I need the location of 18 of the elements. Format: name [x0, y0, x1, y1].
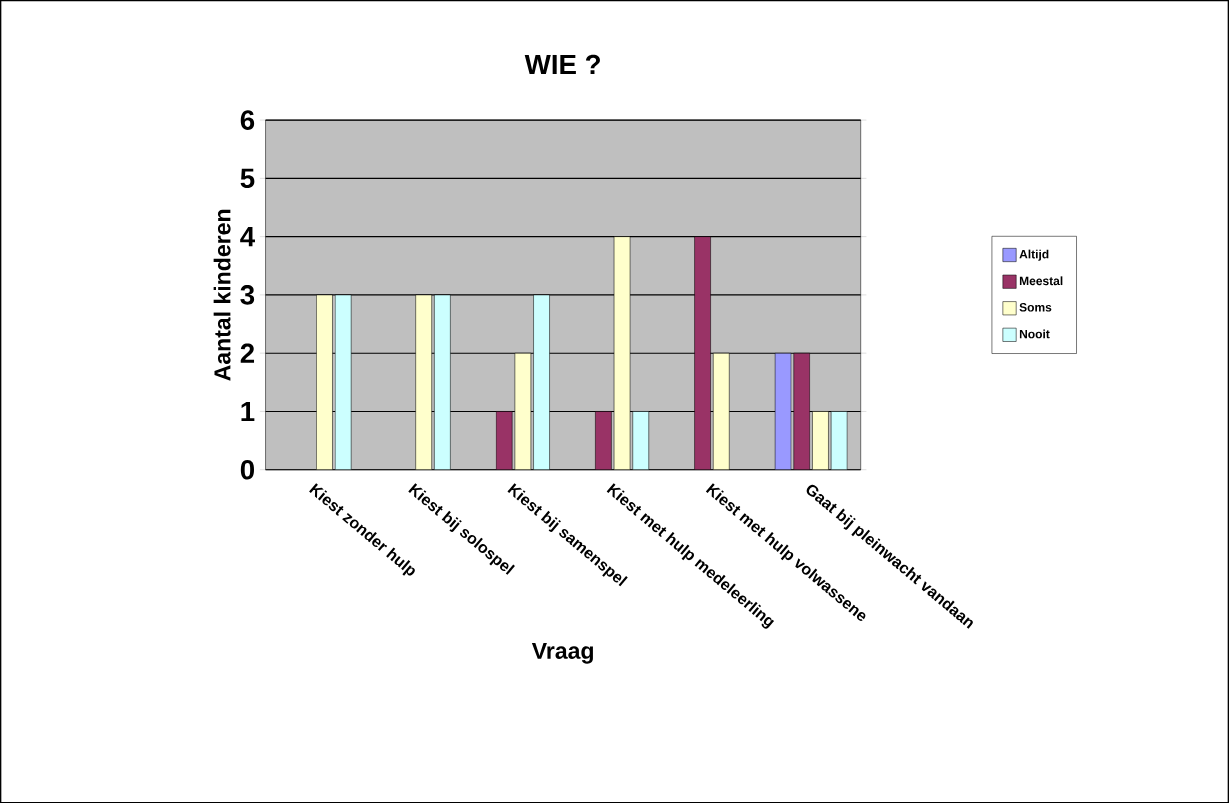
y-tick-label: 0: [240, 459, 254, 480]
x-axis-title: Vraag: [531, 642, 593, 664]
legend-label: Nooit: [1019, 329, 1050, 339]
legend-label: Soms: [1019, 302, 1052, 312]
y-tick-label: 2: [240, 343, 255, 363]
y-tick-label: 4: [240, 226, 255, 246]
legend-label: Meestal: [1019, 276, 1063, 286]
bar: [632, 411, 650, 470]
bar: [533, 294, 550, 470]
bar: [434, 294, 451, 470]
chart-title: WIE ?: [524, 54, 600, 74]
y-tick-label: 1: [241, 401, 255, 421]
y-tick-label: 5: [240, 168, 255, 188]
legend-label: Altijd: [1019, 249, 1049, 261]
y-tick-label: 6: [240, 110, 255, 130]
y-axis-title: Aantal kinderen: [213, 209, 231, 381]
bar: [334, 294, 352, 470]
y-tick-label: 3: [240, 284, 255, 305]
